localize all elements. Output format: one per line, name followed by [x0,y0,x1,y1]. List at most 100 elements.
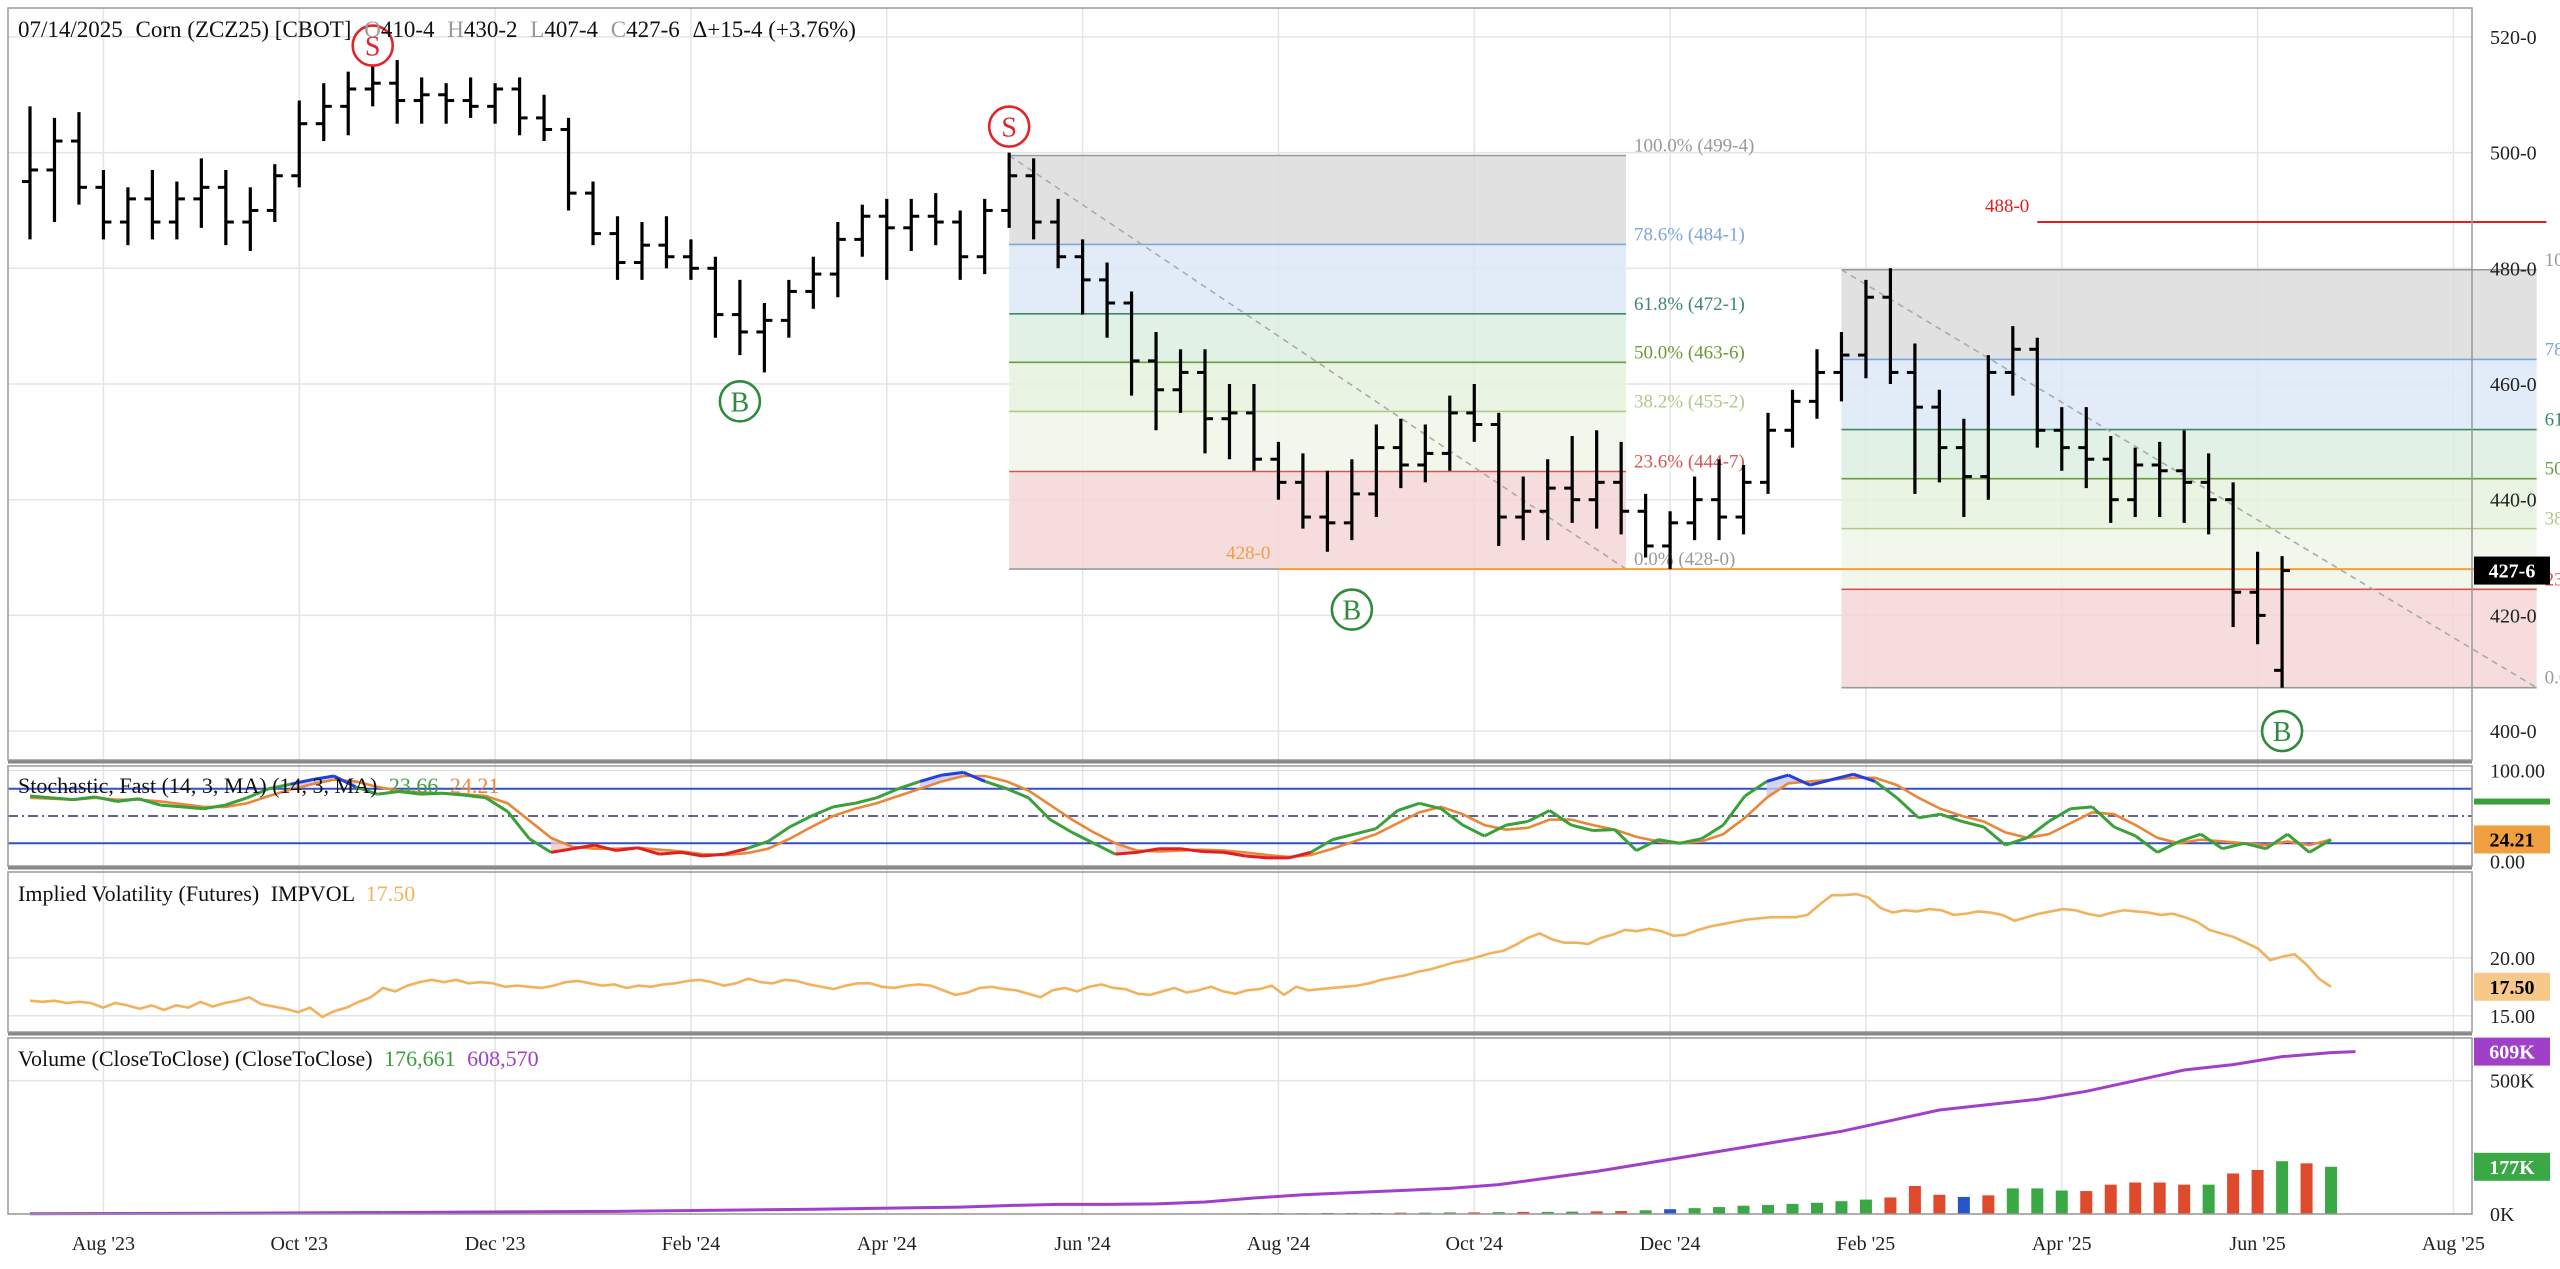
ohlc-bar [1417,424,1434,483]
iv-series-name: IMPVOL [271,881,355,906]
ohlc-bar [1955,418,1972,518]
stochastic-axis-label: 0.00 [2490,851,2525,873]
stochastic-k-segment [919,773,943,783]
ohlc-bar [585,181,602,246]
price-axis-label: 420-0 [2490,605,2537,627]
fib-level-label: 78.6% (464-2) [2545,339,2560,360]
stochastic-k-segment [1744,780,1768,798]
volume-bar [1541,1211,1554,1214]
stochastic-k-segment [377,789,400,796]
stochastic-k-segment [1374,809,1399,830]
signal-circle [2260,709,2304,753]
stochastic-k-segment [2026,820,2050,840]
fib-level-label: 0.0% (407-4) [2545,668,2560,689]
ohlc-bar [1123,291,1140,396]
title-high: 430-2 [464,17,518,42]
ohlc-bar [168,181,185,240]
time-axis-label: Feb '25 [1837,1233,1896,1255]
stochastic-k-segment [1657,838,1681,845]
ohlc-bar [903,198,920,251]
ohlc-bar [1808,349,1825,419]
stochastic-k-segment [984,780,1008,791]
axes-labels: 520-0 500-0 480-0 460-0 440-0 420-0 400-0 100.0… [72,27,2550,1255]
buy-signal: B [718,380,762,423]
volume-bar [2006,1188,2019,1214]
ohlc-bar [1539,459,1556,541]
stochastic-k-segment [1202,849,1224,854]
signal-circle [987,105,1031,148]
volume-bar [1713,1207,1726,1214]
stochastic-k-segment [1679,837,1702,845]
stochastic-k-segment [897,780,921,791]
badge-text: 17.50 [2490,977,2535,999]
ohlc-bar [1662,511,1679,570]
badge-text: 427-6 [2489,561,2536,583]
ohlc-bar [144,169,161,240]
ohlc-bar [1074,239,1091,315]
stochastic-k-segment [2156,840,2180,854]
ohlc-bar [658,216,675,269]
volume-bar [1590,1211,1603,1214]
panel-border [7,765,2473,867]
volume-bar [2104,1184,2117,1214]
buy-signal: B [2260,709,2304,753]
ohlc-bar [1833,331,1850,402]
stochastic-k-segment [420,791,443,796]
ohlc-bar [511,77,528,136]
price-bars [22,48,2291,688]
stochastic-k-segment [1548,809,1573,827]
implied-volatility-line [29,892,2332,1019]
stochastic-k-segment [1895,796,1920,819]
stochastic-k-value: 23.66 [389,773,439,798]
fib-zone [1009,471,1627,570]
implied-volatility-panel [29,892,2332,1019]
stochastic-k-segment [51,796,74,802]
ohlc-bar [2029,337,2046,448]
ohlc-bar [2004,326,2021,396]
fib-trend-line [1841,269,2538,689]
stochastic-k-segment [311,774,335,782]
ohlc-bar [1711,459,1728,541]
stochastic-k-segment [1136,847,1160,854]
stochastic-k-segment [1939,812,1963,823]
stochastic-k-segment [1462,823,1486,838]
fib-level-label: 38.2% (455-2) [1634,391,1745,412]
volume-bar [2325,1166,2338,1214]
ohlc-bar [756,303,773,373]
fib-level-label: 50.0% (443-5) [2545,459,2560,480]
signal-letter: B [1343,596,1362,627]
badge-box [2474,556,2550,585]
stochastic-k-segment [442,791,465,797]
stochastic-k-segment [398,789,421,796]
badge-box [2474,1037,2550,1066]
stochastic-axis-label: 100.00 [2490,761,2545,783]
ohlc-bar [609,216,626,280]
stochastic-k-segment [1115,850,1138,856]
ohlc-bar [682,239,699,280]
ohlc-bar [193,158,210,228]
fib-zone [1009,313,1627,363]
stochastic-k-segment [1288,850,1312,860]
volume-bar [2276,1161,2289,1214]
stochastic-k-segment [724,847,747,856]
time-axis-label: Oct '23 [271,1233,328,1255]
volume-bar [1810,1202,1823,1214]
time-axis-label: Aug '24 [1247,1233,1310,1255]
title-low: 407-4 [544,17,598,42]
ohlc-bar [95,169,112,240]
ohlc-bar [1441,395,1458,471]
stochastic-title: Stochastic, Fast (14, 3, MA) (14, 3, MA)… [18,773,499,798]
ohlc-bar [462,77,479,118]
fib-zone [1841,359,2537,430]
ohlc-bar [1099,262,1116,338]
fib-level-label: 78.6% (484-1) [1634,224,1745,245]
volume-bar [2178,1184,2191,1214]
volume-bar [2055,1190,2068,1214]
ohlc-bar [633,222,650,280]
price-axis-label: 460-0 [2490,374,2537,396]
fib-level-label: 23.6% (444-7) [1634,451,1745,472]
stochastic-k-segment [1440,807,1464,827]
ohlc-bar [1906,343,1923,494]
stochastic-k-segment [2286,833,2311,854]
